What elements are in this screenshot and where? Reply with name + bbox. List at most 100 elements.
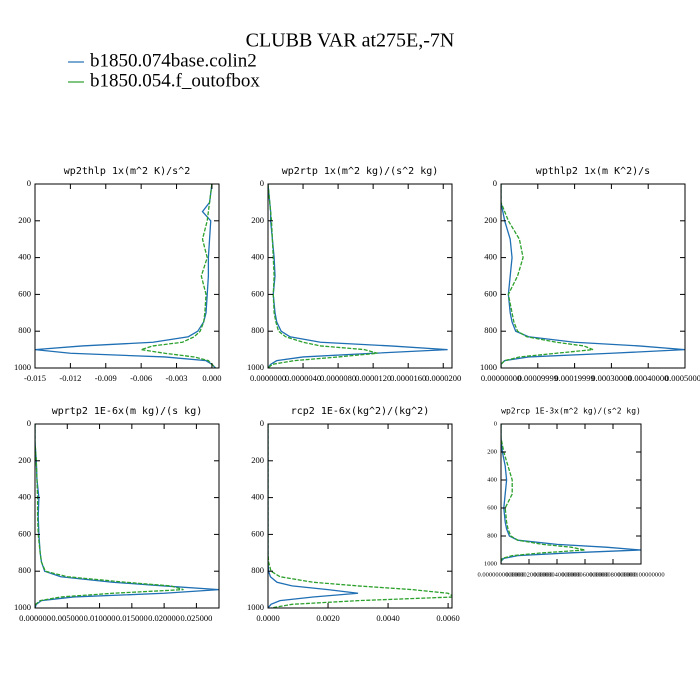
- profile-line: [501, 184, 685, 368]
- x-tick-label: 0.0060: [436, 613, 459, 623]
- x-tick-label: 0.015000: [116, 613, 148, 623]
- panel-title: wp2rtp 1x(m^2 kg)/(s^2 kg): [282, 166, 439, 177]
- y-tick-label: 800: [487, 532, 497, 539]
- y-tick-label: 800: [251, 565, 264, 575]
- x-tick-label: 0.0000080: [320, 373, 356, 383]
- x-tick-label: 0.00040000: [628, 373, 668, 383]
- y-tick-label: 400: [487, 476, 497, 483]
- x-tick-label: 0.0000: [256, 613, 279, 623]
- y-tick-label: 400: [251, 252, 264, 262]
- x-tick-label: 0.00030000: [591, 373, 631, 383]
- profile-line: [268, 184, 378, 368]
- x-tick-label: 0.005000: [51, 613, 83, 623]
- y-tick-label: 600: [484, 288, 497, 298]
- panel: rcp2 1E-6x(kg^2)/(kg^2) 0 200 400 600 800 1000…: [247, 406, 460, 623]
- y-tick-label: 800: [484, 325, 497, 335]
- y-tick-label: 0: [494, 420, 497, 427]
- panel-title: wprtp2 1E-6x(m kg)/(s kg): [52, 406, 203, 417]
- x-tick-label: 0.0000040: [285, 373, 321, 383]
- y-tick-label: 200: [251, 215, 264, 225]
- x-tick-label: 0.00050000: [665, 373, 700, 383]
- x-tick-label: 0.0000160: [390, 373, 426, 383]
- y-tick-label: 200: [251, 455, 264, 465]
- y-tick-label: 1000: [14, 602, 31, 612]
- plot-frame: [34, 423, 220, 609]
- plot-frame: [267, 423, 453, 609]
- panel: wprtp2 1E-6x(m kg)/(s kg) 0 200 400 600 800 10…: [14, 406, 220, 623]
- y-tick-label: 0: [493, 178, 497, 188]
- panel: wp2thlp 1x(m^2 K)/s^202004006008001000-0…: [14, 166, 221, 383]
- x-tick-label: 0.0000200: [425, 373, 461, 383]
- y-tick-label: 600: [251, 528, 264, 538]
- panel: wp2rcp 1E-3x(m^2 kg)/(s^2 kg) 0 200 400 600 8…: [477, 407, 664, 579]
- panel: wp2rtp 1x(m^2 kg)/(s^2 kg) 0 200 400 600 800 1…: [247, 166, 461, 383]
- x-tick-label: 0.025000: [180, 613, 212, 623]
- x-tick-label: 0.0000120: [355, 373, 391, 383]
- y-tick-label: 400: [18, 252, 31, 262]
- y-tick-label: 0: [260, 418, 264, 428]
- x-tick-label: 0.0000020000000: [505, 571, 552, 578]
- x-tick-label: 0.0000040000000: [533, 571, 580, 578]
- y-tick-label: 800: [251, 325, 264, 335]
- plot-frame: [500, 183, 686, 369]
- y-tick-label: 1000: [480, 362, 497, 372]
- y-tick-label: 200: [18, 455, 31, 465]
- profile-line: [140, 184, 216, 368]
- x-tick-label: 0.000000: [19, 613, 51, 623]
- legend-label: b1850.074base.colin2: [90, 50, 257, 71]
- x-tick-label: 0.00000000: [481, 373, 521, 383]
- panel: wpthlp2 1x(m K^2)/s020040060080010000.00…: [480, 166, 700, 383]
- x-tick-label: -0.006: [130, 373, 152, 383]
- y-tick-label: 800: [18, 565, 31, 575]
- y-tick-label: 0: [260, 178, 264, 188]
- x-tick-label: 0.000: [202, 373, 221, 383]
- profile-line: [35, 424, 184, 608]
- x-tick-label: 0.00009999: [518, 373, 558, 383]
- x-tick-label: 0.0020: [316, 613, 339, 623]
- y-tick-label: 0: [27, 178, 31, 188]
- panel-title: wp2rcp 1E-3x(m^2 kg)/(s^2 kg): [501, 407, 641, 416]
- x-tick-label: 0.0000060000000: [561, 571, 608, 578]
- x-tick-label: -0.012: [59, 373, 81, 383]
- x-tick-label: 0.0000000000000: [477, 571, 524, 578]
- x-tick-label: 0.0000080000000: [589, 571, 636, 578]
- legend-label: b1850.054.f_outofbox: [90, 70, 260, 91]
- x-tick-label: 0.010000: [84, 613, 116, 623]
- y-tick-label: 0: [27, 418, 31, 428]
- profile-line: [268, 184, 448, 368]
- y-tick-label: 200: [487, 448, 497, 455]
- y-tick-label: 1000: [484, 560, 497, 567]
- y-tick-label: 200: [484, 215, 497, 225]
- y-tick-label: 400: [484, 252, 497, 262]
- y-tick-label: 400: [18, 492, 31, 502]
- x-tick-label: -0.015: [24, 373, 46, 383]
- x-tick-label: 0.020000: [148, 613, 180, 623]
- x-tick-label: -0.009: [95, 373, 117, 383]
- y-tick-label: 200: [18, 215, 31, 225]
- y-tick-label: 1000: [14, 362, 31, 372]
- panel-title: rcp2 1E-6x(kg^2)/(kg^2): [291, 406, 429, 417]
- y-tick-label: 600: [487, 504, 497, 511]
- x-tick-label: -0.003: [166, 373, 188, 383]
- y-tick-label: 600: [18, 288, 31, 298]
- x-tick-label: 0.0000100000000: [617, 571, 664, 578]
- y-tick-label: 1000: [247, 602, 264, 612]
- y-tick-label: 400: [251, 492, 264, 502]
- profile-line: [35, 184, 216, 368]
- y-tick-label: 600: [18, 528, 31, 538]
- figure-title: CLUBB VAR at275E,-7N: [246, 30, 455, 52]
- profile-line: [501, 184, 594, 368]
- panel-title: wp2thlp 1x(m^2 K)/s^2: [64, 166, 190, 177]
- y-tick-label: 800: [18, 325, 31, 335]
- x-tick-label: 0.0000000: [250, 373, 286, 383]
- x-tick-label: 0.00019999: [554, 373, 594, 383]
- profile-line: [501, 424, 586, 564]
- y-tick-label: 1000: [247, 362, 264, 372]
- plot-frame: [267, 183, 453, 369]
- panel-title: wpthlp2 1x(m K^2)/s: [536, 166, 650, 177]
- x-tick-label: 0.0040: [376, 613, 399, 623]
- profile-line: [501, 424, 641, 564]
- plot-frame: [500, 423, 642, 565]
